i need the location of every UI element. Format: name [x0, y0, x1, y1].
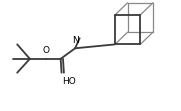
Text: N: N — [72, 36, 79, 45]
Text: O: O — [43, 46, 50, 55]
Text: HO: HO — [62, 77, 76, 86]
